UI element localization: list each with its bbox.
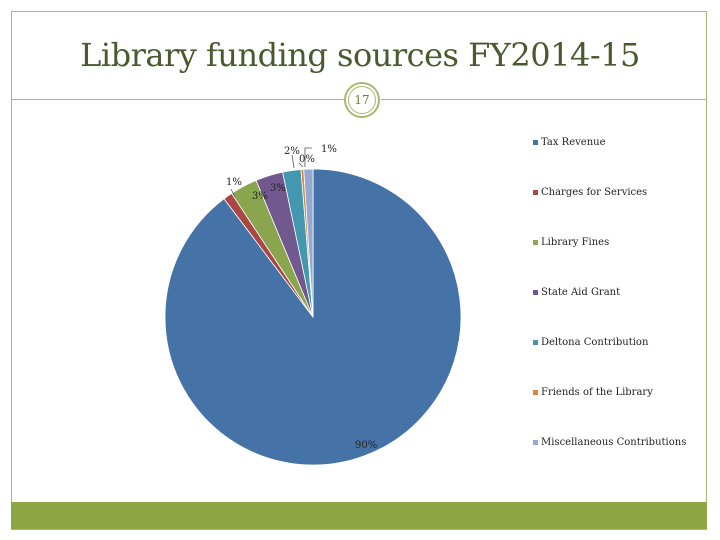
page-number: 17 <box>348 86 376 114</box>
legend-label: Charges for Services <box>541 187 648 198</box>
legend-item: Library Fines <box>533 237 609 248</box>
data-label-miscellaneous-contributions: 1% <box>321 144 337 155</box>
legend-item: Friends of the Library <box>533 387 653 398</box>
footer-bar <box>11 502 707 529</box>
leader-line <box>291 154 295 169</box>
legend-swatch <box>533 290 538 295</box>
legend-swatch <box>533 390 538 395</box>
legend-swatch <box>533 440 538 445</box>
slide-frame <box>11 11 707 530</box>
slide-title: Library funding sources FY2014-15 <box>80 36 640 74</box>
legend-label: Library Fines <box>541 237 610 248</box>
legend-item: Charges for Services <box>533 187 647 198</box>
title-rule-right <box>381 99 707 100</box>
legend-label: Friends of the Library <box>541 387 653 398</box>
legend-label: Deltona Contribution <box>541 337 649 348</box>
page-number-badge: 17 <box>344 82 380 118</box>
data-label-tax-revenue: 90% <box>355 440 377 451</box>
legend-swatch <box>533 190 538 195</box>
legend-item: Miscellaneous Contributions <box>533 437 686 448</box>
legend-swatch <box>533 340 538 345</box>
pie-slice-miscellaneous-contributions <box>303 168 314 318</box>
data-label-charges-for-services: 1% <box>226 177 242 188</box>
legend-item: Tax Revenue <box>533 137 606 148</box>
data-label-deltona-contribution: 2% <box>284 146 300 157</box>
data-label-library-fines: 3% <box>252 191 268 202</box>
title-rule-left <box>11 99 346 100</box>
legend-item: State Aid Grant <box>533 287 620 298</box>
leader-line <box>298 162 304 168</box>
legend-item: Deltona Contribution <box>533 337 648 348</box>
data-label-friends-of-the-library: 0% <box>299 154 315 165</box>
legend-label: State Aid Grant <box>541 287 621 298</box>
leader-line <box>230 188 236 198</box>
legend-swatch <box>533 240 538 245</box>
legend-label: Tax Revenue <box>541 137 606 148</box>
data-label-state-aid-grant: 3% <box>270 183 286 194</box>
leader-line <box>304 147 312 167</box>
legend-label: Miscellaneous Contributions <box>541 437 687 448</box>
legend-swatch <box>533 140 538 145</box>
